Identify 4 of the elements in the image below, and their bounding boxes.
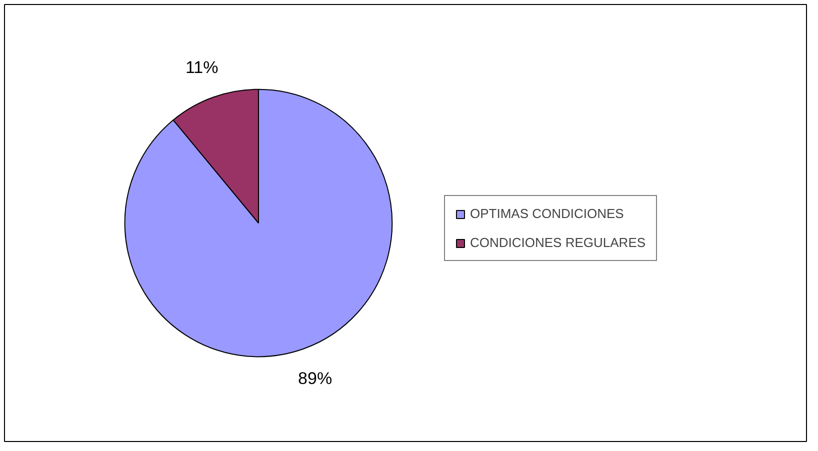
legend-label: CONDICIONES REGULARES bbox=[470, 235, 646, 250]
data-label: 89% bbox=[298, 369, 332, 388]
legend-label: OPTIMAS CONDICIONES bbox=[470, 206, 624, 221]
data-label: 11% bbox=[185, 58, 218, 77]
